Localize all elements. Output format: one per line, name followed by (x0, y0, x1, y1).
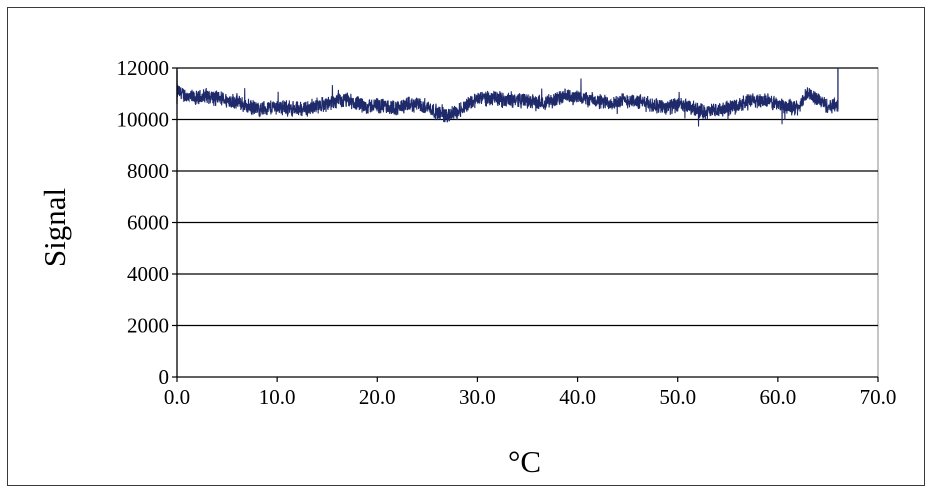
y-tick-label-6: 12000 (117, 56, 170, 80)
x-tick-label-4: 40.0 (559, 385, 596, 409)
x-tick-label-5: 50.0 (659, 385, 696, 409)
plot-area (172, 67, 879, 382)
x-tick-labels: 0.0 10.0 20.0 30.0 40.0 50.0 60.0 70.0 (164, 385, 897, 409)
x-tick-label-0: 0.0 (164, 385, 190, 409)
y-tick-label-0: 0 (159, 365, 170, 389)
y-tick-label-5: 10000 (117, 108, 170, 132)
grid-lines (177, 67, 878, 327)
y-tick-labels: 0 2000 4000 6000 8000 10000 12000 (117, 56, 170, 389)
x-tick-label-2: 20.0 (359, 385, 396, 409)
x-tick-label-6: 60.0 (759, 385, 796, 409)
y-tick-label-3: 6000 (127, 211, 169, 235)
x-tick-label-1: 10.0 (259, 385, 296, 409)
x-tick-label-3: 30.0 (459, 385, 496, 409)
x-axis-title: °C (508, 444, 541, 479)
chart-frame: 0 2000 4000 6000 8000 10000 12000 0.0 10.0 20.0 3… (7, 7, 925, 486)
y-axis-title: Signal (37, 188, 72, 267)
y-tick-label-4: 8000 (127, 159, 169, 183)
axes (172, 67, 879, 382)
x-tick-label-7: 70.0 (860, 385, 897, 409)
line-chart: 0 2000 4000 6000 8000 10000 12000 0.0 10.0 20.0 3… (37, 56, 897, 479)
series-line-0 (176, 78, 839, 127)
y-tick-label-2: 4000 (127, 262, 169, 286)
y-tick-label-1: 2000 (127, 314, 169, 338)
